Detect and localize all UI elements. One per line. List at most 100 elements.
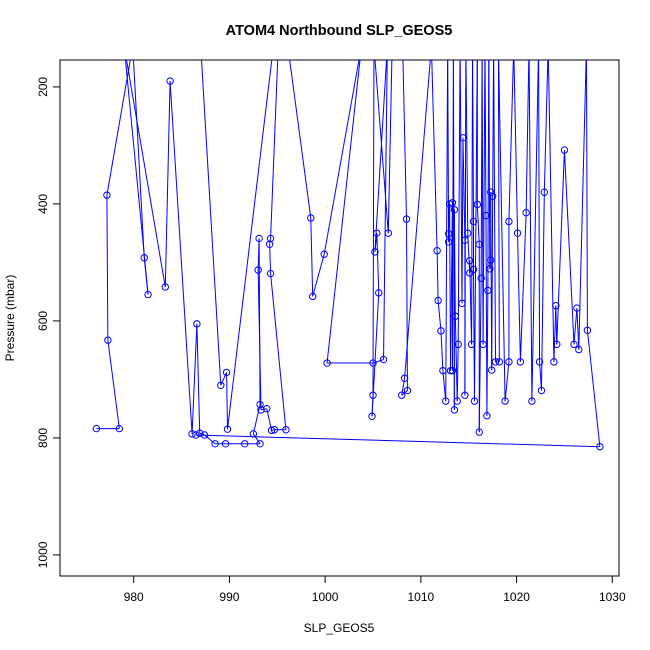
data-point	[469, 265, 478, 274]
data-point	[399, 43, 405, 49]
series-segment	[269, 244, 272, 274]
chart-title: ATOM4 Northbound SLP_GEOS5	[226, 23, 453, 39]
data-point	[384, 229, 393, 237]
y-axis-label: Pressure (mbar)	[3, 275, 17, 362]
y-tick-label: 200	[36, 77, 50, 97]
series-segment	[456, 344, 459, 402]
series-segment	[199, 432, 205, 436]
data-point	[285, 43, 291, 49]
data-point	[140, 254, 148, 262]
data-point	[307, 214, 315, 222]
data-point	[501, 397, 509, 405]
data-point	[553, 340, 561, 349]
series-segment	[445, 60, 449, 402]
data-point	[487, 366, 496, 374]
data-point	[249, 430, 258, 438]
series-segment	[374, 60, 388, 252]
data-point	[428, 43, 434, 49]
data-point	[482, 211, 490, 220]
series-segment	[457, 60, 461, 345]
data-point	[540, 188, 549, 196]
data-point	[461, 236, 469, 244]
series-segment	[257, 238, 260, 271]
series-segment	[504, 361, 510, 402]
series-segment	[164, 81, 171, 288]
data-point	[469, 43, 475, 49]
data-point	[469, 217, 478, 226]
data-point	[461, 391, 469, 399]
data-point	[479, 43, 485, 49]
data-point	[482, 43, 488, 49]
data-point	[403, 386, 412, 395]
data-point	[583, 326, 592, 334]
series-segment	[517, 233, 521, 362]
data-point	[477, 274, 485, 282]
data-point	[450, 206, 459, 214]
data-point	[103, 191, 111, 199]
series-segment	[513, 60, 519, 234]
data-point	[379, 355, 388, 364]
series-segment	[528, 60, 533, 402]
series-segment	[491, 196, 494, 371]
series-segment	[326, 60, 361, 364]
series-segment	[482, 60, 486, 345]
series-segment	[404, 60, 431, 379]
y-tick-label: 400	[36, 194, 50, 214]
series-segment	[227, 60, 273, 430]
series-segment	[201, 60, 222, 386]
series-segment	[493, 60, 497, 362]
series-segment	[195, 434, 600, 448]
series-segment	[465, 60, 469, 234]
x-tick-label: 1020	[503, 590, 530, 604]
data-point	[373, 229, 381, 237]
series-segment	[402, 60, 408, 220]
series-segment	[476, 204, 480, 245]
data-point	[222, 368, 231, 377]
data-point	[115, 424, 124, 433]
x-tick-label: 1000	[312, 590, 339, 604]
data-point	[369, 359, 377, 367]
data-point	[458, 299, 466, 308]
data-point	[450, 406, 459, 414]
series-segment	[220, 372, 228, 386]
series-segment	[525, 60, 530, 213]
plot-frame	[59, 59, 620, 577]
data-point	[320, 250, 328, 258]
data-point	[308, 292, 317, 301]
series-segment	[488, 60, 491, 269]
x-tick-label: 980	[124, 590, 144, 604]
series-segment	[478, 278, 482, 433]
data-point	[433, 247, 441, 255]
data-point	[200, 431, 209, 439]
data-point	[474, 43, 480, 49]
series-segment	[310, 217, 314, 297]
series-segment	[484, 60, 487, 216]
data-point	[439, 366, 447, 375]
series-segment	[107, 340, 120, 429]
data-point	[453, 397, 461, 405]
data-point	[464, 229, 472, 237]
data-point	[434, 296, 442, 305]
series-segment	[252, 433, 261, 445]
data-point	[448, 366, 457, 375]
data-point	[535, 43, 541, 49]
data-point	[570, 340, 578, 349]
data-point	[368, 412, 376, 420]
data-point	[369, 391, 377, 399]
data-point	[196, 429, 204, 437]
data-point	[263, 404, 271, 413]
data-point	[516, 358, 525, 366]
y-tick-label: 1000	[36, 541, 50, 568]
series-segment	[376, 233, 380, 293]
series-segment	[387, 60, 393, 234]
data-point	[270, 426, 279, 434]
data-point	[448, 199, 457, 207]
series-segment	[169, 81, 193, 434]
series-segment	[406, 219, 408, 391]
series-segment	[252, 404, 261, 434]
x-axis-label: SLP_GEOS5	[304, 621, 375, 635]
data-point	[490, 43, 496, 49]
data-point	[275, 43, 281, 49]
data-point	[505, 358, 513, 366]
data-point	[270, 43, 276, 49]
